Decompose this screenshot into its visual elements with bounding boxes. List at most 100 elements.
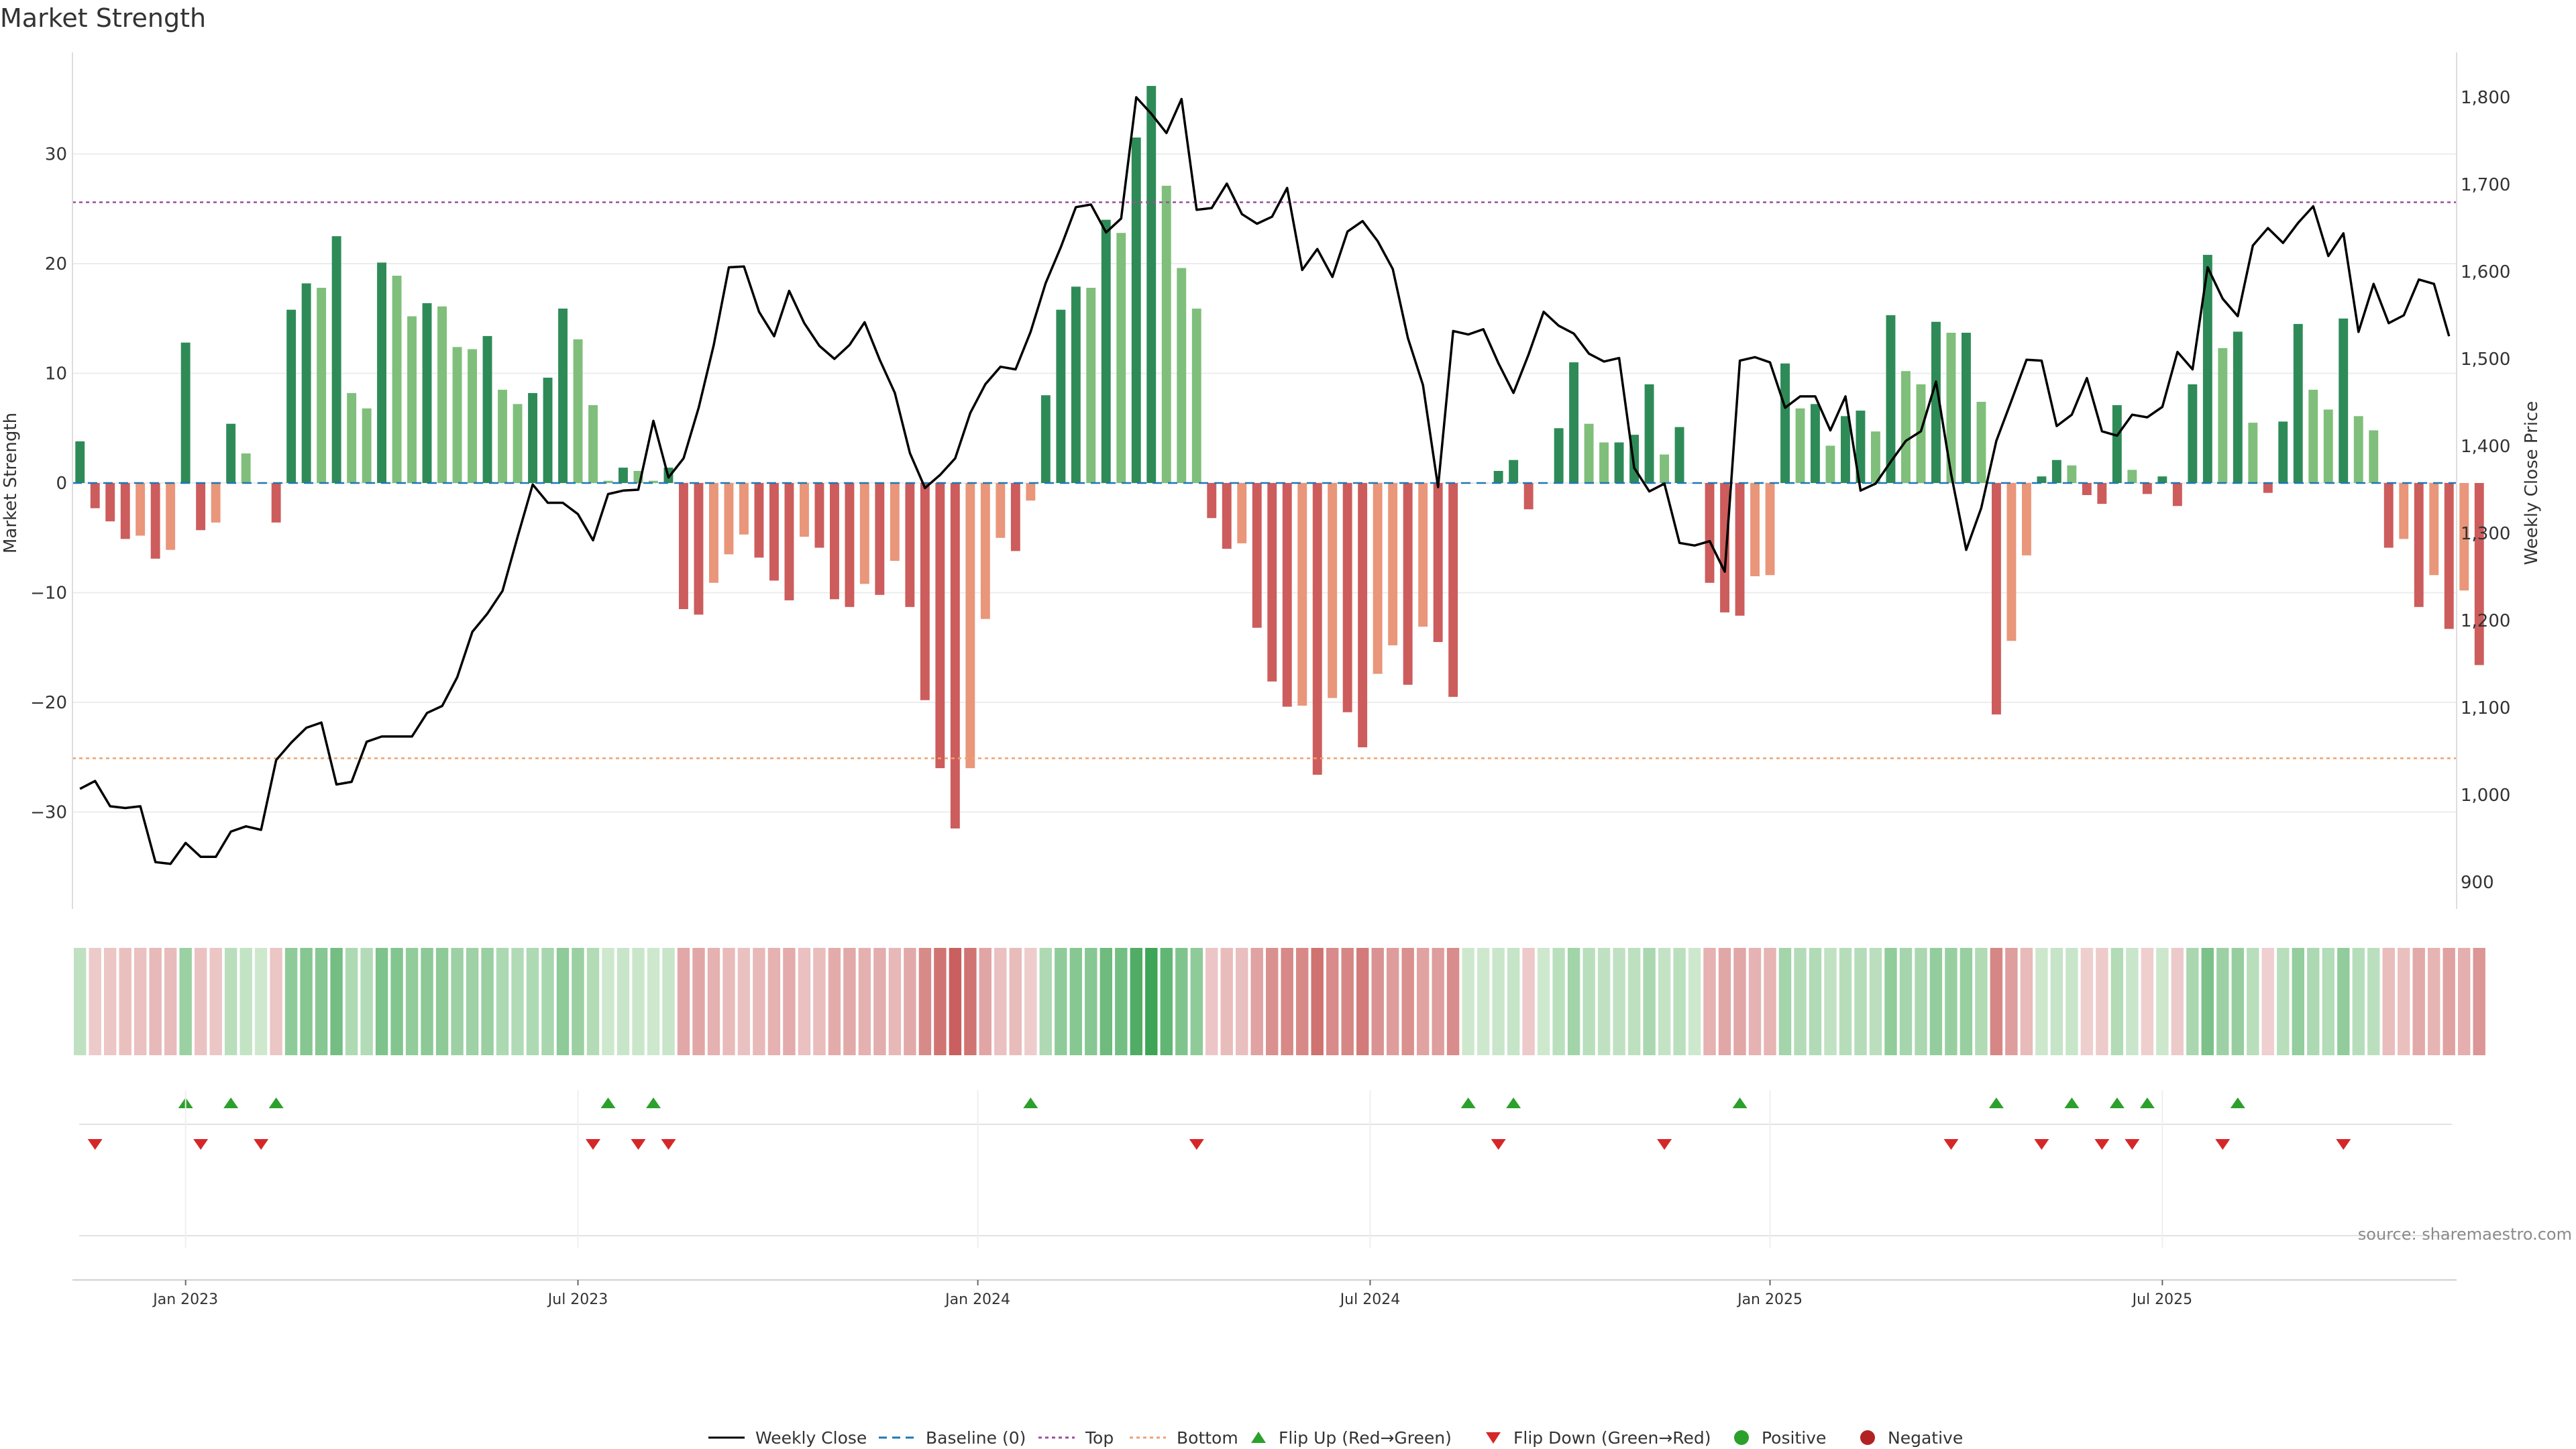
flip-up-marker — [1988, 1097, 2004, 1108]
heat-cell — [195, 948, 207, 1055]
weekly-close-line — [79, 96, 2451, 865]
strength-bar — [301, 283, 311, 483]
strength-bar — [2127, 470, 2137, 483]
strength-bar — [2369, 430, 2379, 483]
strength-bar — [1735, 483, 1745, 616]
heat-cell — [345, 948, 358, 1055]
strength-bar — [1871, 431, 1880, 483]
strength-bar — [2248, 423, 2258, 483]
heat-cell — [1824, 948, 1837, 1055]
strength-bar — [1856, 411, 1866, 483]
flip-down-marker — [1189, 1139, 1204, 1150]
strength-bar — [1886, 315, 1896, 483]
heat-cell — [405, 948, 419, 1055]
heat-cell — [1462, 948, 1474, 1055]
heat-cell — [586, 948, 600, 1055]
right-tick-label: 1,400 — [2461, 437, 2510, 457]
heat-cell — [2065, 948, 2078, 1055]
strength-bar — [1705, 483, 1715, 583]
strength-bar — [1992, 483, 2001, 714]
strength-bar — [754, 483, 764, 558]
heat-cell — [270, 948, 282, 1055]
strength-bar — [2157, 476, 2167, 483]
flip-down-marker — [2094, 1139, 2110, 1150]
heat-cell — [767, 948, 781, 1055]
heat-cell — [647, 948, 660, 1055]
strength-bar — [603, 480, 613, 483]
strength-bar — [2399, 483, 2409, 539]
strength-bar — [2172, 483, 2182, 506]
strength-bar — [528, 392, 537, 483]
strength-bar — [1373, 483, 1383, 674]
heat-cell — [1417, 948, 1430, 1055]
strength-bar — [800, 483, 809, 537]
strength-bar — [875, 483, 885, 595]
heat-cell — [2080, 948, 2094, 1055]
heat-cell — [2322, 948, 2334, 1055]
legend-label: Flip Down (Green→Red) — [1513, 1428, 1711, 1448]
heat-cell — [1341, 948, 1354, 1055]
heat-cell — [1627, 948, 1641, 1055]
heat-cell — [134, 948, 147, 1055]
heat-cell — [1039, 948, 1052, 1055]
strength-bar — [180, 342, 191, 483]
axes: 30 20 10 0 −10 −20 −30 1,800 1,700 1,600 1,500 1,40… — [1, 52, 2542, 909]
heat-cell — [1236, 948, 1248, 1055]
strength-bar — [1765, 483, 1775, 576]
strength-bar — [150, 483, 160, 559]
right-tick-label: 1,000 — [2461, 786, 2510, 806]
strength-bar — [513, 404, 523, 483]
heat-cell — [451, 948, 464, 1055]
strength-bar — [196, 483, 206, 531]
strength-bar — [1584, 423, 1594, 483]
source-label: source: sharemaestro.com — [2358, 1225, 2572, 1244]
heat-cell — [300, 948, 313, 1055]
flip-up-marker — [2064, 1097, 2080, 1108]
heat-cell — [1718, 948, 1731, 1055]
strength-bar — [226, 423, 236, 483]
heat-cell — [1175, 948, 1188, 1055]
heat-cell — [1794, 948, 1807, 1055]
heat-cell — [692, 948, 705, 1055]
strength-bar — [211, 483, 221, 523]
date-tick-label: Jul 2024 — [1339, 1291, 1401, 1308]
heat-cell — [2035, 948, 2048, 1055]
heat-cell — [466, 948, 479, 1055]
strength-bar — [2082, 483, 2092, 495]
heat-cell — [2005, 948, 2018, 1055]
strength-bar — [1131, 138, 1141, 483]
strength-bar — [649, 480, 658, 483]
heat-cell — [1401, 948, 1414, 1055]
heat-cell — [2247, 948, 2259, 1055]
heat-cell — [1387, 948, 1399, 1055]
strength-bar — [1086, 288, 1096, 483]
heat-cell — [1205, 948, 1218, 1055]
strength-bar — [1795, 408, 1805, 483]
heat-cell — [2216, 948, 2229, 1055]
heat-cell — [1643, 948, 1656, 1055]
strength-bar — [935, 483, 945, 769]
right-tick-label: 1,100 — [2461, 698, 2510, 718]
heat-cell — [1929, 948, 1943, 1055]
heat-cell — [1085, 948, 1097, 1055]
flip-down-marker — [87, 1139, 103, 1150]
strength-bar — [1523, 483, 1534, 510]
heat-cell — [1115, 948, 1128, 1055]
strength-bar — [1222, 483, 1232, 549]
heat-cell — [677, 948, 690, 1055]
strength-bar — [950, 483, 960, 828]
heat-cell — [873, 948, 886, 1055]
heat-cell — [2443, 948, 2455, 1055]
strength-bar — [1614, 442, 1624, 483]
flip-up-marker — [1506, 1097, 1521, 1108]
heat-cell — [964, 948, 977, 1055]
heat-cell — [1915, 948, 1927, 1055]
strength-bar — [2459, 483, 2469, 591]
flip-up-marker — [2230, 1097, 2245, 1108]
strength-bar — [965, 483, 975, 769]
strength-bar — [136, 483, 146, 536]
legend-dot-icon — [1734, 1430, 1749, 1445]
strength-bar — [845, 483, 855, 607]
strength-bar — [2323, 409, 2333, 483]
